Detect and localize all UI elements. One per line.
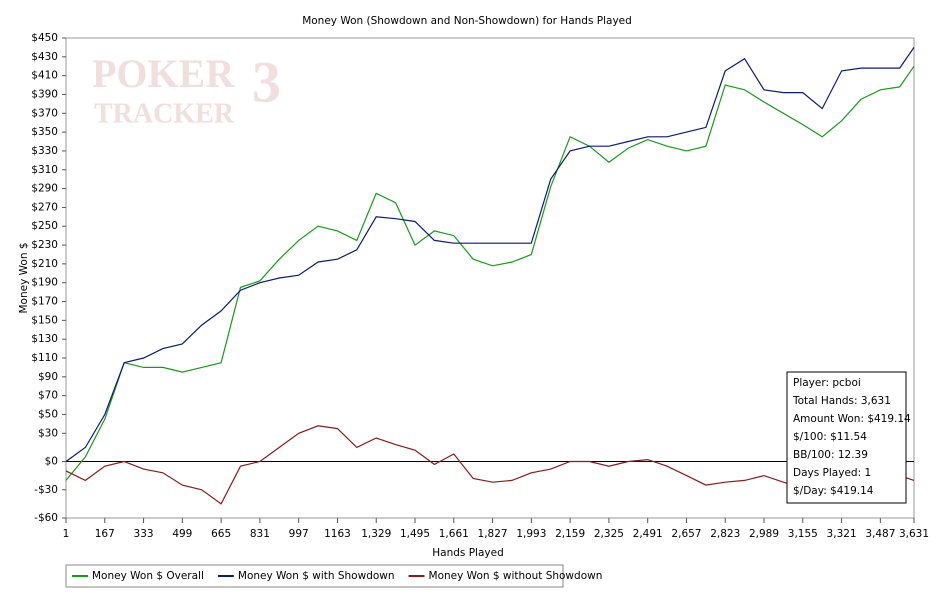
x-tick-label: 3,487	[865, 528, 895, 540]
x-tick-label: 831	[250, 528, 270, 540]
legend-label: Money Won $ Overall	[92, 570, 204, 582]
y-tick-label: $270	[31, 201, 58, 213]
y-tick-label: $130	[31, 333, 58, 345]
x-tick-label: 2,159	[555, 528, 585, 540]
x-tick-label: 2,491	[633, 528, 663, 540]
info-text: Player: pcboi	[793, 377, 861, 389]
info-text: $/Day: $419.14	[793, 485, 874, 497]
x-tick-label: 3,155	[788, 528, 818, 540]
y-tick-label: $370	[31, 107, 58, 119]
y-tick-label: $410	[31, 70, 58, 82]
watermark-text: 3	[252, 49, 281, 114]
legend-label: Money Won $ without Showdown	[429, 570, 603, 582]
x-tick-label: 1,329	[361, 528, 391, 540]
y-tick-label: $70	[38, 390, 58, 402]
x-tick-label: 167	[95, 528, 115, 540]
x-tick-label: 2,325	[594, 528, 624, 540]
watermark-text: TRACKER	[94, 98, 235, 129]
x-tick-label: 2,989	[749, 528, 779, 540]
x-axis-label: Hands Played	[432, 547, 503, 559]
series-line	[65, 47, 915, 462]
y-tick-label: $430	[31, 51, 58, 63]
x-tick-label: 2,657	[671, 528, 701, 540]
watermark-text: POKER	[92, 51, 235, 96]
x-tick-label: 1,495	[400, 528, 430, 540]
info-text: Amount Won: $419.14	[793, 413, 911, 425]
y-tick-label: $350	[31, 126, 58, 138]
x-tick-label: 1,827	[478, 528, 508, 540]
y-tick-label: $110	[31, 352, 58, 364]
y-tick-label: $230	[31, 239, 58, 251]
watermark: POKER 3 TRACKER	[92, 49, 281, 129]
x-tick-label: 997	[289, 528, 309, 540]
x-tick-label: 1	[63, 528, 70, 540]
y-tick-label: $30	[38, 427, 58, 439]
y-tick-label: $310	[31, 164, 58, 176]
x-tick-label: 2,823	[710, 528, 740, 540]
y-tick-label: $290	[31, 183, 58, 195]
y-tick-label: $210	[31, 258, 58, 270]
x-tick-label: 1,661	[439, 528, 469, 540]
x-tick-label: 1163	[324, 528, 351, 540]
y-tick-label: $250	[31, 220, 58, 232]
series-line	[65, 65, 915, 481]
series-line	[65, 425, 915, 505]
y-axis-label: Money Won $	[18, 242, 30, 313]
y-tick-label: $0	[45, 456, 58, 468]
legend-box	[65, 564, 564, 588]
y-tick-label: $90	[38, 371, 58, 383]
x-tick-label: 1,993	[516, 528, 546, 540]
info-text: BB/100: 12.39	[793, 449, 868, 461]
info-box	[786, 371, 907, 504]
chart-title: Money Won (Showdown and Non-Showdown) fo…	[302, 15, 632, 27]
y-tick-label: $450	[31, 32, 58, 44]
y-tick-label: $150	[31, 314, 58, 326]
info-text: Days Played: 1	[793, 467, 871, 479]
y-tick-label: $190	[31, 277, 58, 289]
x-tick-label: 3,321	[827, 528, 857, 540]
legend-label: Money Won $ with Showdown	[238, 570, 395, 582]
plot-border	[65, 37, 915, 519]
y-tick-label: $50	[38, 408, 58, 420]
x-tick-label: 665	[211, 528, 231, 540]
x-tick-label: 333	[134, 528, 154, 540]
y-tick-label: $390	[31, 88, 58, 100]
x-tick-label: 499	[172, 528, 192, 540]
y-tick-label: -$30	[34, 484, 58, 496]
x-tick-label: 3,631	[899, 528, 929, 540]
y-tick-label: $330	[31, 145, 58, 157]
y-tick-label: $170	[31, 296, 58, 308]
y-tick-label: -$60	[34, 512, 58, 524]
info-text: $/100: $11.54	[793, 431, 867, 443]
info-text: Total Hands: 3,631	[792, 395, 891, 407]
